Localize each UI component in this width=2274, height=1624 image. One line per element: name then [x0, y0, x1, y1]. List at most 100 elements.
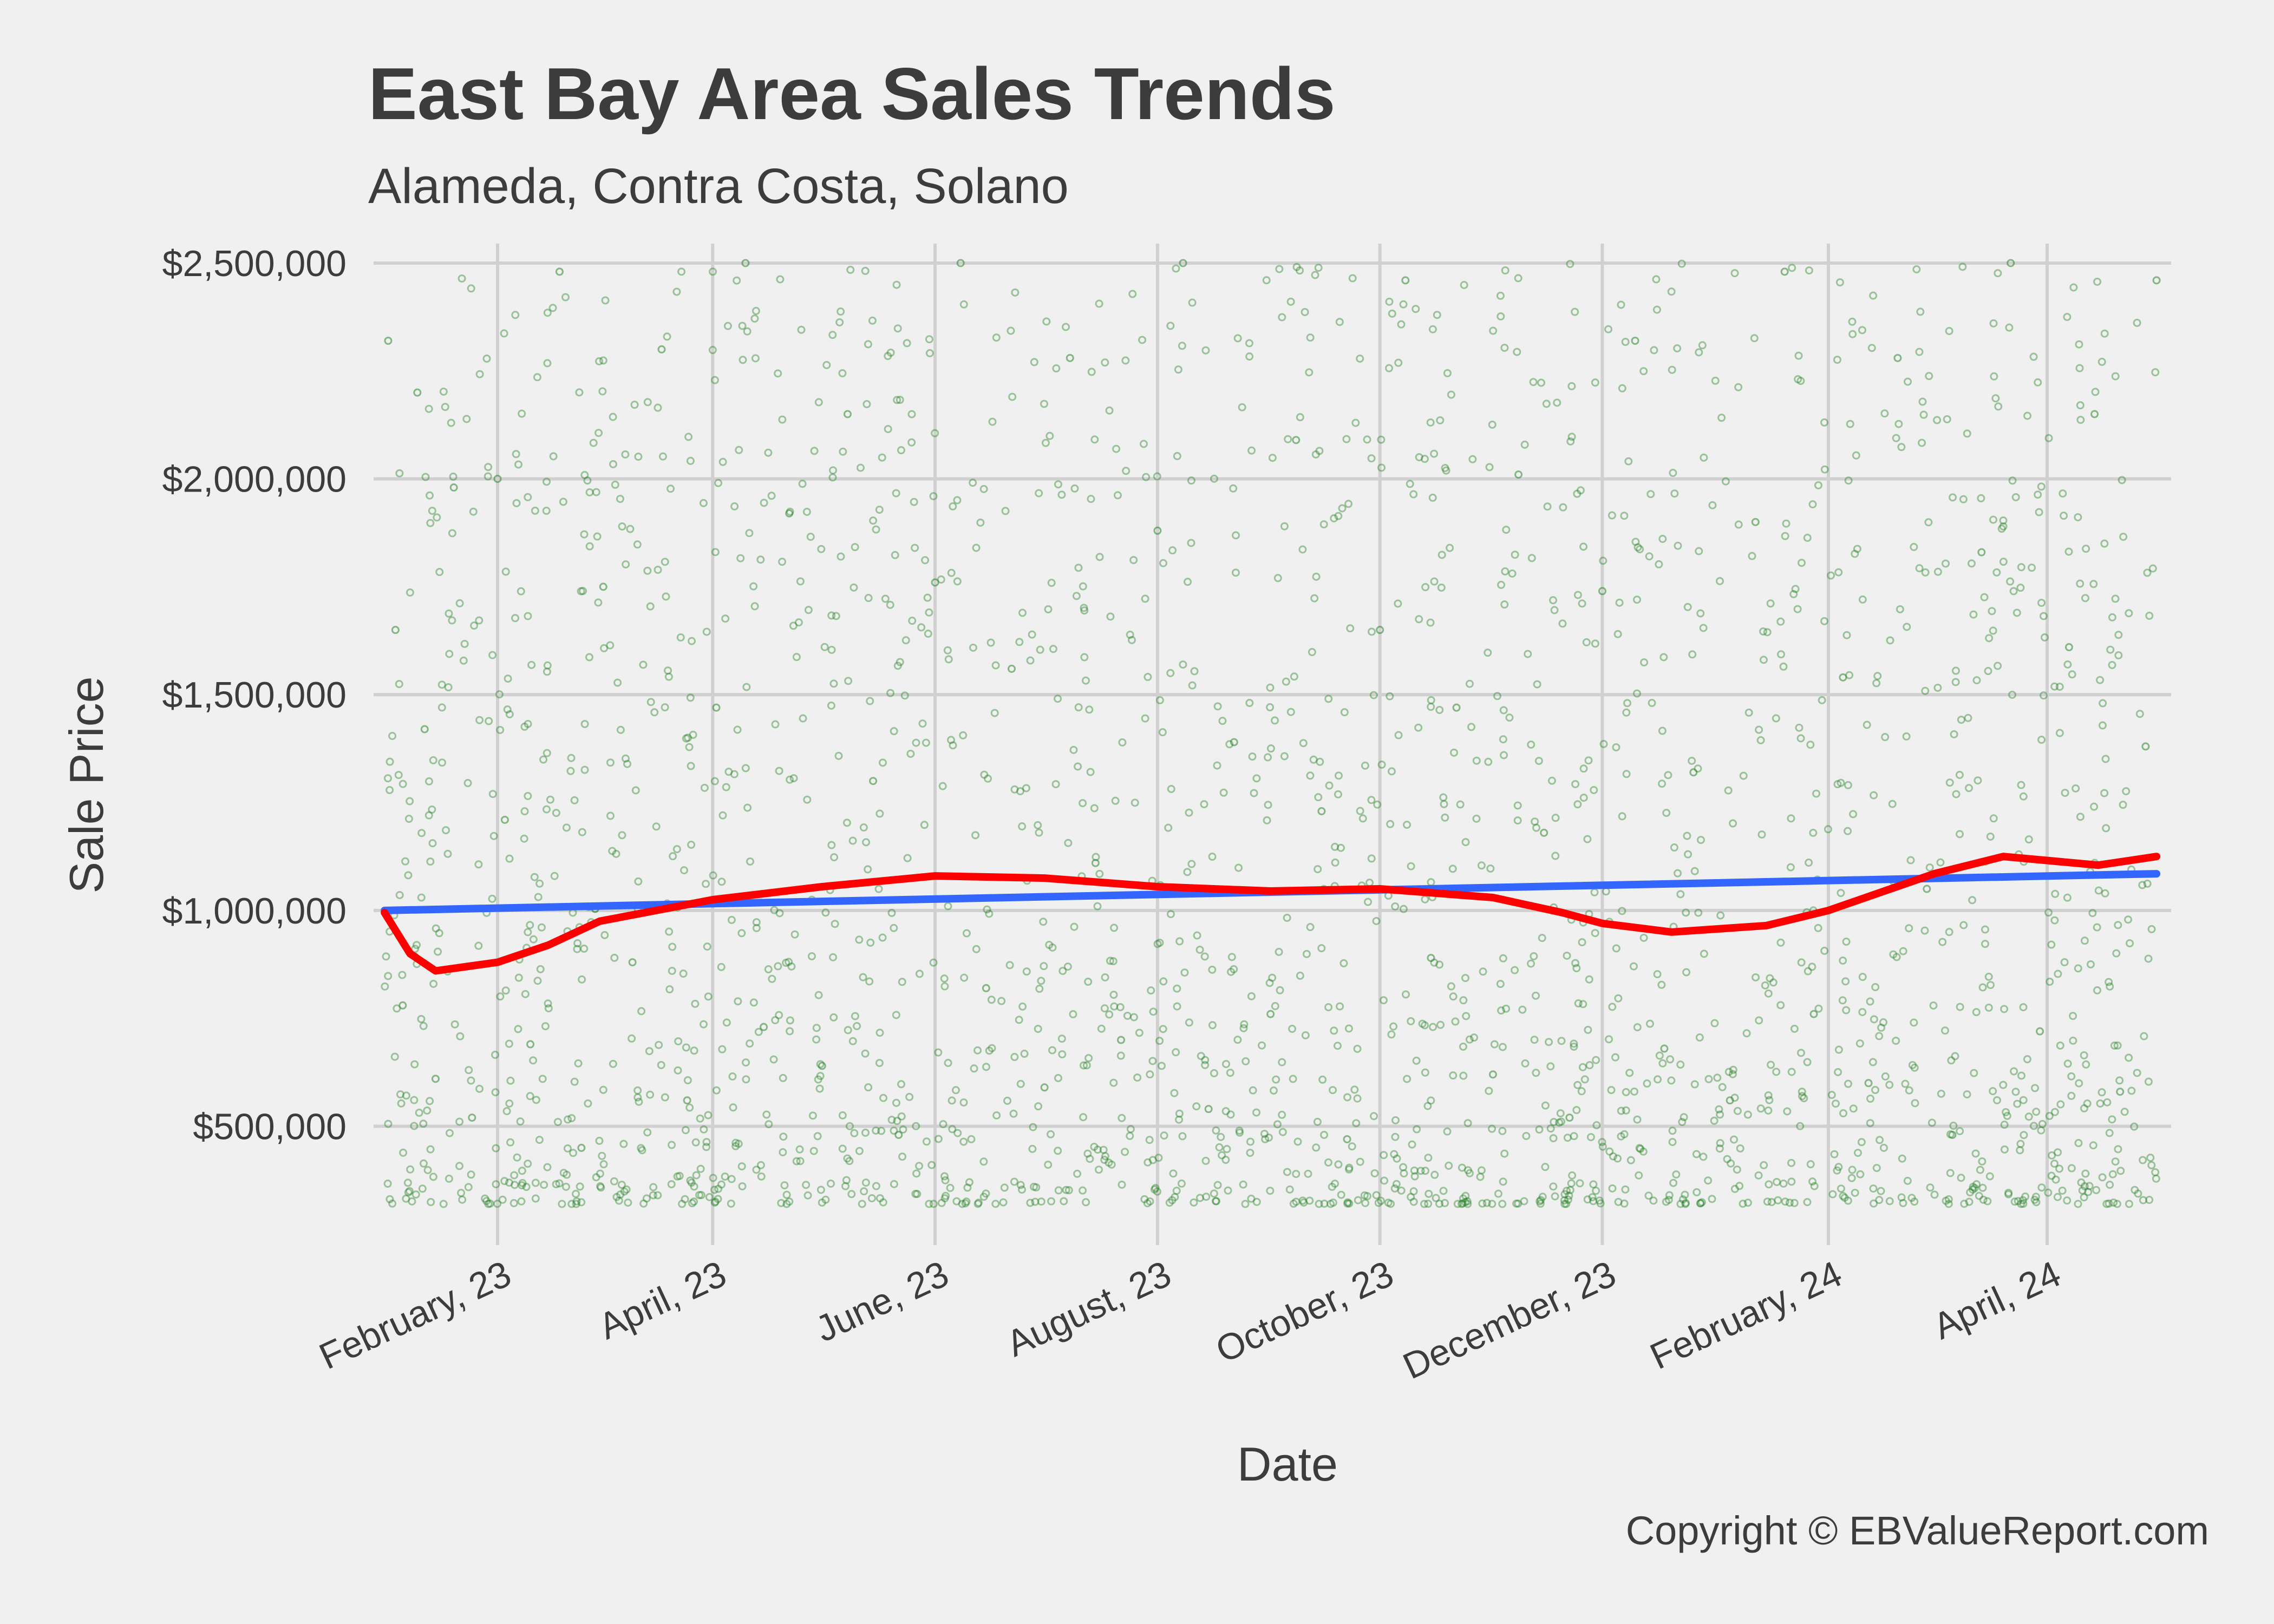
scatter-point — [697, 1191, 705, 1200]
scatter-point — [1074, 762, 1082, 771]
scatter-point — [1808, 962, 1816, 971]
scatter-point — [543, 359, 552, 368]
scatter-point — [842, 818, 851, 827]
scatter-point — [1461, 974, 1469, 983]
scatter-point — [1387, 1030, 1396, 1039]
scatter-point — [1426, 618, 1435, 627]
scatter-point — [1048, 1046, 1056, 1055]
scatter-point — [746, 1039, 754, 1048]
scatter-point — [2037, 482, 2046, 491]
x-tick-label: February, 23 — [313, 1253, 517, 1378]
scatter-point — [2144, 1077, 2153, 1086]
scatter-point — [396, 1090, 404, 1099]
scatter-point — [1044, 605, 1053, 614]
scatter-point — [1839, 956, 1847, 965]
scatter-point — [1217, 1132, 1225, 1141]
scatter-point — [1540, 828, 1548, 837]
scatter-point — [1246, 1149, 1254, 1157]
scatter-point — [1459, 1042, 1467, 1051]
scatter-point — [534, 893, 543, 901]
scatter-point — [1833, 780, 1842, 789]
scatter-point — [1409, 490, 1418, 499]
scatter-point — [431, 1075, 440, 1083]
scatter-point — [383, 774, 392, 783]
scatter-point — [572, 1197, 581, 1206]
scatter-point — [1245, 339, 1253, 348]
scatter-point — [1567, 433, 1576, 441]
scatter-point — [1035, 828, 1043, 837]
scatter-point — [892, 280, 901, 289]
scatter-point — [510, 1171, 519, 1180]
scatter-point — [828, 331, 837, 339]
scatter-point — [2047, 1171, 2056, 1180]
scatter-point — [886, 689, 895, 697]
scatter-point — [570, 796, 579, 804]
scatter-point — [1589, 1197, 1598, 1206]
scatter-point — [1165, 1199, 1174, 1207]
scatter-point — [535, 1136, 544, 1144]
scatter-point — [658, 452, 667, 461]
scatter-point — [395, 890, 404, 899]
scatter-point — [1929, 1001, 1938, 1010]
scatter-point — [2019, 792, 2028, 801]
scatter-point — [424, 777, 433, 785]
scatter-point — [594, 429, 603, 437]
scatter-point — [1302, 949, 1311, 958]
scatter-point — [1693, 1188, 1701, 1196]
scatter-point — [1306, 923, 1315, 932]
scatter-point — [2119, 533, 2128, 541]
scatter-point — [1614, 994, 1623, 1003]
scatter-point — [467, 284, 475, 293]
scatter-point — [1173, 984, 1181, 993]
scatter-point — [1385, 364, 1394, 372]
scatter-point — [751, 354, 760, 363]
scatter-point — [564, 1115, 572, 1124]
scatter-point — [1571, 780, 1580, 788]
scatter-point — [959, 300, 968, 309]
scatter-point — [1580, 1075, 1589, 1084]
scatter-point — [633, 540, 642, 549]
scatter-point — [2138, 881, 2147, 889]
scatter-point — [844, 1026, 852, 1034]
scatter-point — [2032, 1108, 2041, 1116]
scatter-point — [1201, 1060, 1210, 1069]
scatter-point — [776, 275, 785, 284]
scatter-point — [555, 1179, 564, 1188]
scatter-point — [1570, 1042, 1578, 1051]
scatter-point — [700, 783, 709, 792]
scatter-point — [934, 1048, 943, 1057]
scatter-point — [410, 1096, 419, 1104]
scatter-point — [2008, 476, 2017, 485]
scatter-point — [495, 690, 504, 699]
scatter-point — [1739, 1200, 1747, 1208]
scatter-point — [1415, 615, 1423, 624]
scatter-point — [752, 1165, 761, 1174]
scatter-point — [1424, 1200, 1433, 1208]
scatter-point — [655, 1040, 663, 1049]
scatter-point — [1062, 323, 1070, 331]
scatter-point — [1337, 843, 1345, 852]
scatter-point — [901, 636, 910, 645]
scatter-point — [1330, 1026, 1338, 1035]
scatter-point — [702, 1143, 711, 1151]
scatter-point — [1502, 1004, 1511, 1013]
scatter-point — [965, 1178, 973, 1187]
scatter-point — [1538, 1193, 1547, 1201]
scatter-point — [714, 1184, 723, 1193]
scatter-point — [1760, 1161, 1768, 1169]
scatter-point — [606, 758, 615, 767]
scatter-point — [1057, 1034, 1066, 1043]
scatter-point — [420, 725, 429, 734]
scatter-point — [654, 1191, 662, 1200]
scatter-point — [583, 476, 592, 485]
scatter-point — [774, 369, 782, 378]
scatter-point — [1682, 908, 1690, 917]
scatter-point — [518, 1178, 527, 1187]
scatter-point — [1688, 756, 1696, 765]
scatter-point — [1034, 1102, 1043, 1111]
scatter-point — [708, 346, 717, 355]
scatter-point — [712, 1086, 721, 1095]
scatter-point — [1316, 757, 1324, 766]
scatter-point — [1048, 943, 1057, 952]
scatter-point — [1955, 770, 1964, 779]
